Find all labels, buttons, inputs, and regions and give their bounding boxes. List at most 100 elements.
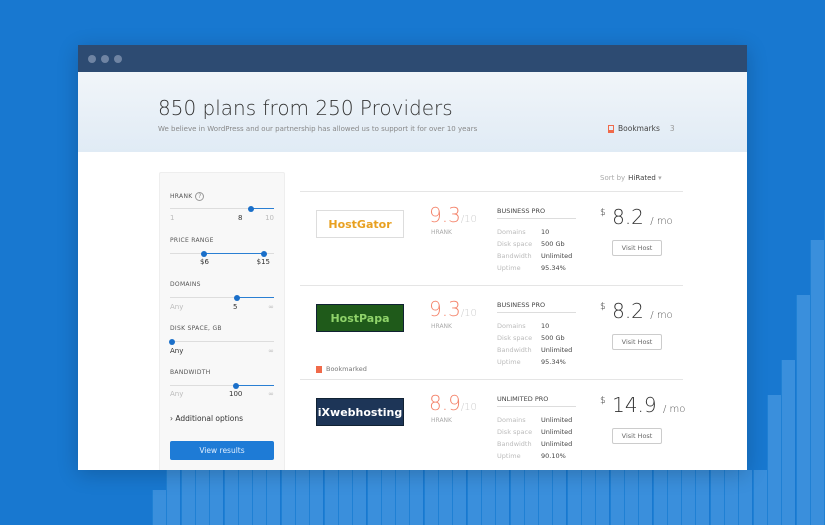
spec-key: Disk space <box>497 334 533 342</box>
background-bar <box>280 470 295 525</box>
background-bar <box>337 470 352 525</box>
background-bar <box>738 470 753 525</box>
slider-handle[interactable] <box>232 382 239 389</box>
bookmark-icon <box>608 124 614 133</box>
hrank-label: HRANK <box>431 417 452 424</box>
plan-name: UNLIMITED PRO <box>497 395 576 407</box>
background-bar <box>309 470 324 525</box>
plan-specs: Domains 10 Disk space 500 Gb Bandwidth Unlimi… <box>497 320 572 368</box>
background-bar <box>209 470 224 525</box>
hrank-score: 9.3/10 <box>429 203 477 227</box>
background-bar <box>709 470 724 525</box>
price-high: $15 <box>256 258 270 266</box>
slider-handle[interactable] <box>233 294 240 301</box>
background-bar <box>766 395 781 525</box>
background-bar <box>623 470 638 525</box>
bookmarked-badge[interactable]: Bookmarked <box>316 365 367 373</box>
additional-options-toggle[interactable]: › Additional options <box>170 414 244 423</box>
background-bar <box>495 470 510 525</box>
price: $ 8.2 / mo <box>600 205 673 229</box>
visit-host-button[interactable]: Visit Host <box>612 240 662 256</box>
hrank-label: HRANK? <box>170 192 205 201</box>
background-bar <box>695 470 710 525</box>
background-bar <box>724 470 738 525</box>
background-bar <box>509 470 524 525</box>
spec-row: Disk space Unlimited <box>497 426 572 438</box>
visit-host-button[interactable]: Visit Host <box>612 334 662 350</box>
spec-value: 90.10% <box>541 452 566 460</box>
background-bar <box>380 470 395 525</box>
spec-row: Bandwidth Unlimited <box>497 250 572 262</box>
domains-min: Any <box>170 303 184 311</box>
background-bar <box>395 470 410 525</box>
spec-row: Disk space 500 Gb <box>497 332 572 344</box>
provider-logo[interactable]: HostGator <box>316 210 404 238</box>
result-row: HostPapa 9.3/10 HRANK BUSINESS PRO Domai… <box>300 286 683 379</box>
bandwidth-slider[interactable] <box>170 382 274 389</box>
plan-specs: Domains Unlimited Disk space Unlimited Bandw… <box>497 414 572 462</box>
view-results-button[interactable]: View results <box>170 441 274 460</box>
hrank-slider[interactable] <box>170 205 274 212</box>
hrank-label: HRANK <box>431 323 452 330</box>
hrank-label: HRANK <box>431 229 452 236</box>
spec-value: Unlimited <box>541 252 573 260</box>
hrank-min: 1 <box>170 214 175 222</box>
result-row: iXwebhosting 8.9/10 HRANK UNLIMITED PRO … <box>300 380 685 470</box>
slider-handle[interactable] <box>169 338 176 345</box>
window-dot[interactable] <box>101 55 109 63</box>
background-bar <box>538 470 553 525</box>
bookmarks-label: Bookmarks <box>618 124 660 133</box>
background-bar <box>423 470 438 525</box>
result-row: HostGator 9.3/10 HRANK BUSINESS PRO Doma… <box>300 192 683 285</box>
slider-handle[interactable] <box>248 205 255 212</box>
background-bar <box>352 470 367 525</box>
help-icon[interactable]: ? <box>195 192 205 201</box>
spec-row: Domains Unlimited <box>497 414 572 426</box>
background-bar <box>581 470 595 525</box>
background-bar <box>194 470 209 525</box>
background-bar <box>781 360 796 525</box>
hrank-score: 9.3/10 <box>429 297 477 321</box>
spec-value: 500 Gb <box>541 334 565 342</box>
background-bar <box>552 470 567 525</box>
provider-logo[interactable]: HostPapa <box>316 304 404 332</box>
spec-row: Bandwidth Unlimited <box>497 344 572 356</box>
provider-logo[interactable]: iXwebhosting <box>316 398 404 426</box>
window-dot[interactable] <box>88 55 96 63</box>
spec-value: Unlimited <box>541 440 573 448</box>
background-bar <box>252 470 267 525</box>
spec-key: Uptime <box>497 264 521 272</box>
bandwidth-value: 100 <box>229 390 243 398</box>
background-bar <box>366 470 381 525</box>
domains-label: DOMAINS <box>170 281 201 288</box>
spec-key: Domains <box>497 416 526 424</box>
slider-handle-high[interactable] <box>260 250 267 257</box>
background-bar <box>295 470 309 525</box>
sort-dropdown[interactable]: Sort by HiRated ▾ <box>600 174 662 182</box>
filter-sidebar: HRANK? 1 8 10 PRICE RANGE $6 $15 DOMAINS An… <box>159 172 285 470</box>
background-bar <box>595 470 610 525</box>
slider-handle-low[interactable] <box>201 250 208 257</box>
disk-label: DISK SPACE, GB <box>170 325 222 332</box>
spec-row: Uptime 90.10% <box>497 450 572 462</box>
visit-host-button[interactable]: Visit Host <box>612 428 662 444</box>
page-header: 850 plans from 250 Providers We believe … <box>78 72 747 152</box>
spec-value: 500 Gb <box>541 240 565 248</box>
window-dot[interactable] <box>114 55 122 63</box>
bookmarks-link[interactable]: Bookmarks 3 <box>608 124 675 133</box>
background-bar <box>566 470 581 525</box>
background-bar <box>752 470 767 525</box>
domains-slider[interactable] <box>170 294 274 301</box>
disk-max: ∞ <box>268 347 274 355</box>
divider <box>300 285 683 286</box>
spec-key: Disk space <box>497 428 533 436</box>
domains-max: ∞ <box>268 303 274 311</box>
background-bar <box>438 470 452 525</box>
spec-row: Domains 10 <box>497 320 572 332</box>
background-bar <box>223 470 238 525</box>
price-slider[interactable] <box>170 250 274 257</box>
background-bar <box>152 490 166 525</box>
background-bar <box>681 470 696 525</box>
disk-slider[interactable] <box>169 338 274 345</box>
